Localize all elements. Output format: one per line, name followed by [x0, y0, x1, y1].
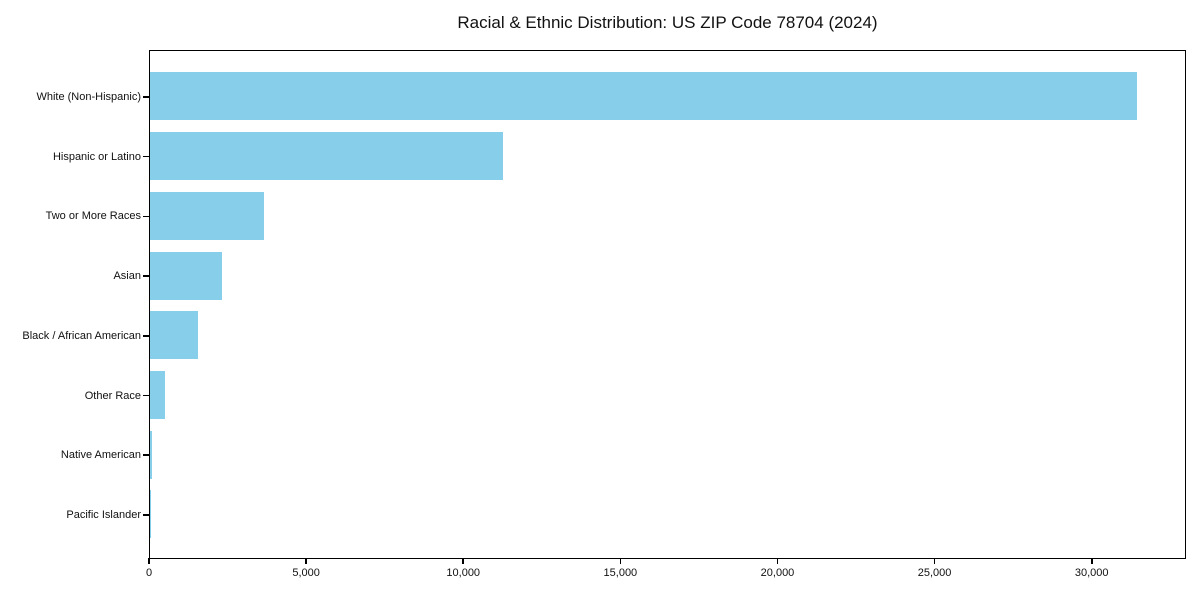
y-tick-other-race	[143, 394, 149, 397]
bar-native-american	[150, 430, 152, 479]
x-tick-25000	[933, 558, 936, 564]
bar-pacific-islander	[150, 490, 151, 539]
y-label-hispanic-or-latino: Hispanic or Latino	[52, 150, 141, 163]
y-tick-pacific-islander	[143, 514, 149, 516]
y-tick-black-african-american	[143, 335, 149, 337]
x-tick-10000	[462, 558, 465, 564]
bar-asian	[150, 251, 222, 300]
y-label-native-american: Native American	[60, 449, 141, 462]
x-label-30000: 30,000	[1074, 567, 1109, 579]
bar-two-or-more-races	[150, 191, 265, 240]
y-label-asian: Asian	[113, 270, 141, 283]
y-label-black-african-american: Black / African American	[22, 329, 141, 342]
x-tick-5000	[305, 558, 307, 564]
plot-area	[149, 50, 1186, 559]
x-tick-15000	[619, 558, 622, 564]
y-tick-native-american	[143, 454, 149, 456]
y-label-two-or-more-races: Two or More Races	[45, 210, 141, 223]
y-label-white-non-hispanic: White (Non-Hispanic)	[36, 91, 141, 103]
x-label-15000: 15,000	[603, 567, 638, 579]
x-label-10000: 10,000	[446, 567, 481, 579]
y-tick-two-or-more-races	[143, 215, 149, 218]
chart-title: Racial & Ethnic Distribution: US ZIP Cod…	[457, 13, 878, 32]
bar-hispanic-or-latino	[150, 132, 503, 181]
x-label-0: 0	[145, 567, 153, 579]
bar-other-race	[150, 370, 166, 419]
bar-white-non-hispanic	[150, 72, 1137, 121]
x-tick-0	[148, 558, 150, 564]
bar-black-african-american	[150, 311, 199, 360]
x-label-20000: 20,000	[760, 567, 795, 579]
x-label-5000: 5,000	[292, 567, 320, 579]
x-tick-30000	[1090, 558, 1093, 564]
y-label-pacific-islander: Pacific Islander	[66, 508, 141, 521]
y-tick-hispanic-or-latino	[143, 155, 149, 158]
y-label-other-race: Other Race	[84, 389, 141, 402]
y-tick-white-non-hispanic	[143, 96, 149, 98]
y-tick-asian	[143, 275, 149, 277]
x-tick-20000	[776, 558, 779, 564]
x-label-25000: 25,000	[917, 567, 952, 579]
